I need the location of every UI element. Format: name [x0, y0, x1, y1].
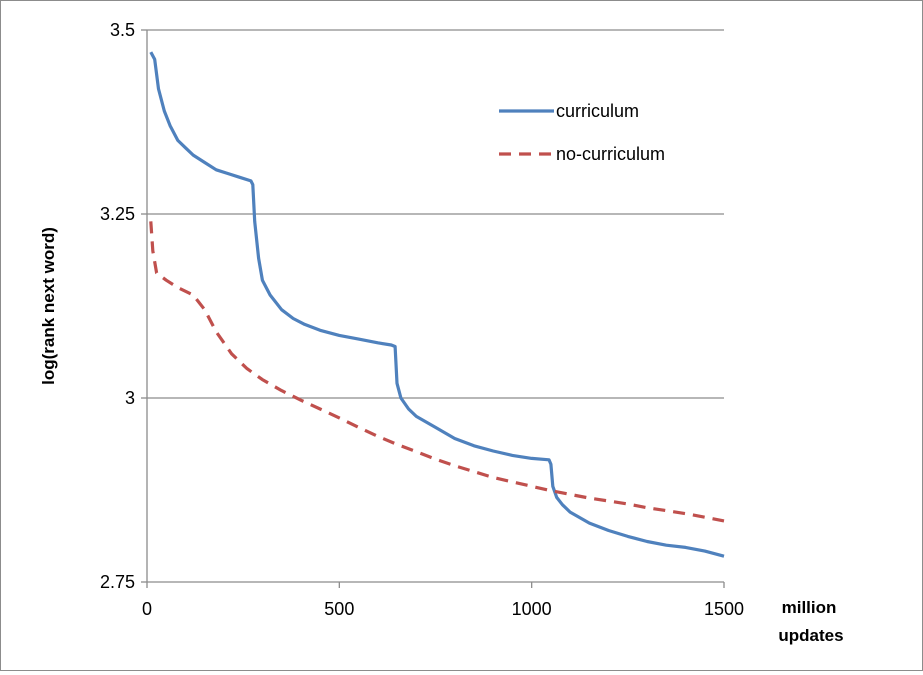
series-line-curriculum	[149, 51, 725, 558]
y-tick-label: 3.25	[100, 204, 135, 224]
y-tick-label: 2.75	[100, 572, 135, 592]
legend-label-curriculum: curriculum	[556, 101, 639, 121]
x-axis-label-line1: million	[782, 598, 837, 617]
x-tick-label: 1500	[704, 599, 744, 619]
series-line-no-curriculum	[149, 221, 725, 523]
axes	[141, 29, 725, 588]
x-tick-labels: 0 500 1000 1500	[142, 599, 744, 619]
series-lines	[149, 51, 725, 558]
x-axis-label-line2: updates	[778, 626, 843, 645]
y-tick-label: 3	[125, 388, 135, 408]
x-tick-label: 1000	[512, 599, 552, 619]
x-tick-label: 0	[142, 599, 152, 619]
gridlines	[147, 29, 724, 399]
y-tick-labels: 2.75 3 3.25 3.5	[100, 20, 135, 592]
legend: curriculum no-curriculum	[499, 101, 665, 164]
y-tick-label: 3.5	[110, 20, 135, 40]
legend-label-no-curriculum: no-curriculum	[556, 144, 665, 164]
x-tick-label: 500	[324, 599, 354, 619]
y-axis-label: log(rank next word)	[39, 227, 58, 385]
